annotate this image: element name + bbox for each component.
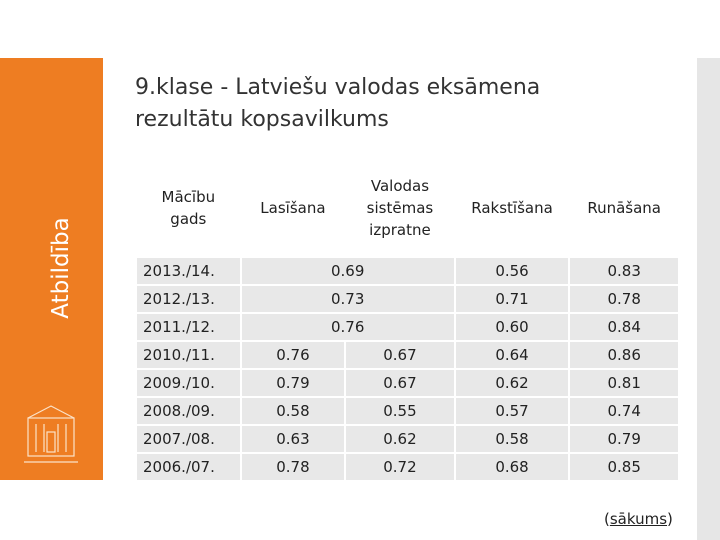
header-cell: Lasīšana [239,158,347,258]
header-cell: Mācību gads [135,158,242,258]
score-cell: 0.58 [239,396,347,426]
score-cell: 0.60 [453,312,571,342]
title: 9.klase - Latviešu valodas eksāmena rezu… [135,72,540,136]
paren: ) [667,510,673,528]
right-bar [697,58,720,540]
year-cell: 2013./14. [135,256,242,286]
score-cell: 0.63 [239,424,347,454]
score-cell: 0.58 [453,424,571,454]
score-cell: 0.73 [239,284,456,314]
score-cell: 0.85 [568,452,680,482]
score-cell: 0.76 [239,312,456,342]
score-cell: 0.62 [453,368,571,398]
table-row: 2009./10. 0.79 0.67 0.62 0.81 [135,368,680,398]
score-cell: 0.79 [239,368,347,398]
year-cell: 2007./08. [135,424,242,454]
title-line: 9.klase - Latviešu valodas eksāmena [135,75,541,100]
score-cell: 0.78 [239,452,347,482]
score-cell: 0.84 [568,312,680,342]
score-cell: 0.64 [453,340,571,370]
table-row: 2008./09. 0.58 0.55 0.57 0.74 [135,396,680,426]
table-header: Mācību gads Lasīšana Valodas sistēmas izpr… [135,158,680,258]
year-cell: 2011./12. [135,312,242,342]
table-row: 2011./12. 0.76 0.60 0.84 [135,312,680,342]
score-cell: 0.83 [568,256,680,286]
header-cell: Rakstīšana [453,158,571,258]
score-cell: 0.62 [344,424,456,454]
year-cell: 2006./07. [135,452,242,482]
score-cell: 0.86 [568,340,680,370]
year-cell: 2009./10. [135,368,242,398]
footer: (sākums) [604,510,673,528]
table-row: 2013./14. 0.69 0.56 0.83 [135,256,680,286]
score-cell: 0.78 [568,284,680,314]
table-row: 2006./07. 0.78 0.72 0.68 0.85 [135,452,680,482]
score-cell: 0.76 [239,340,347,370]
home-link[interactable]: sākums [609,510,668,528]
paren: ( [604,510,610,528]
score-cell: 0.68 [453,452,571,482]
score-cell: 0.56 [453,256,571,286]
score-cell: 0.81 [568,368,680,398]
score-cell: 0.67 [344,340,456,370]
side-label: Atbildība [48,217,74,319]
score-cell: 0.55 [344,396,456,426]
score-cell: 0.74 [568,396,680,426]
header-row: Mācību gads Lasīšana Valodas sistēmas izpr… [135,158,680,258]
year-cell: 2012./13. [135,284,242,314]
header-cell: Runāšana [568,158,680,258]
table-row: 2007./08. 0.63 0.62 0.58 0.79 [135,424,680,454]
year-cell: 2010./11. [135,340,242,370]
score-cell: 0.67 [344,368,456,398]
score-cell: 0.57 [453,396,571,426]
crest-icon [24,405,78,463]
title-line: rezultātu kopsavilkums [135,107,389,132]
year-cell: 2008./09. [135,396,242,426]
score-cell: 0.71 [453,284,571,314]
score-cell: 0.69 [239,256,456,286]
score-cell: 0.72 [344,452,456,482]
table-body: 2013./14. 0.69 0.56 0.83 2012./13. 0.73 0.71 0.… [135,256,680,482]
table-row: 2010./11. 0.76 0.67 0.64 0.86 [135,340,680,370]
side-bar: Atbildība [0,58,103,480]
table-row: 2012./13. 0.73 0.71 0.78 [135,284,680,314]
score-cell: 0.79 [568,424,680,454]
results-table: Mācību gads Lasīšana Valodas sistēmas izpr… [135,158,680,482]
header-cell: Valodas sistēmas izpratne [344,158,456,258]
